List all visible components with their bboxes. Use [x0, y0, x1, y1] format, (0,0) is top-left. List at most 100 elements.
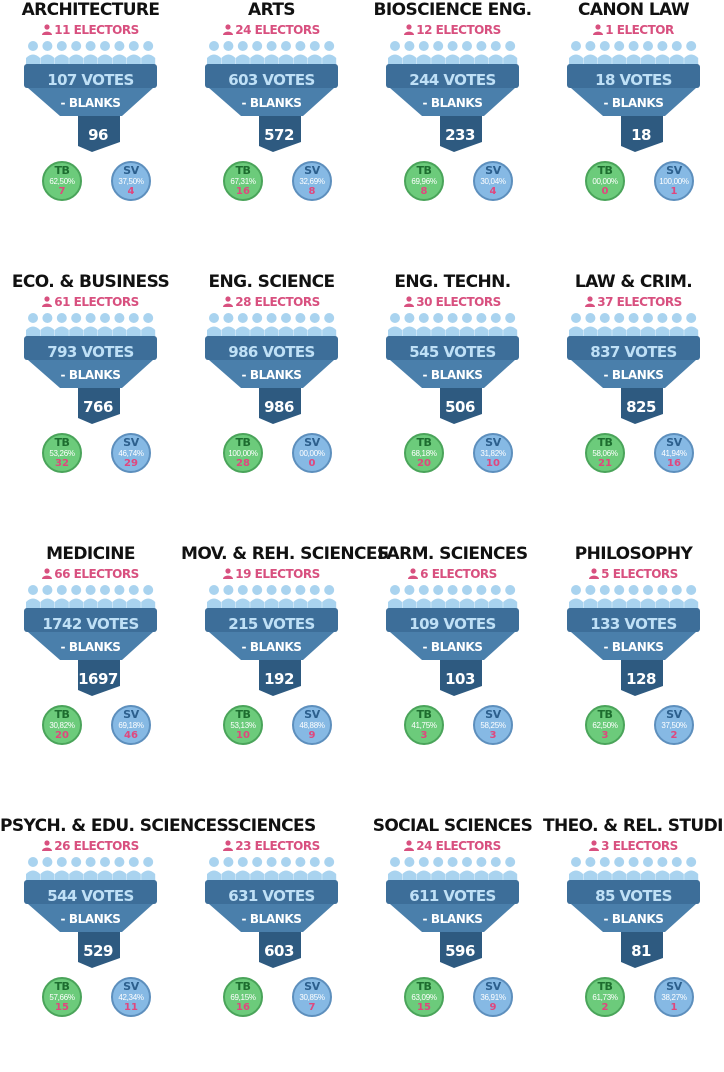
- electors-label: 30 ELECTORS: [416, 295, 501, 309]
- sv-percentage: 69,18%: [118, 721, 144, 730]
- electors-count: 24 ELECTORS: [362, 839, 543, 853]
- valid-votes: 572: [264, 126, 294, 144]
- faculty-card: LAW & CRIM. 37 ELECTORS 837 VOTES - BLAN…: [543, 272, 724, 528]
- funnel-shape: [24, 608, 157, 696]
- sv-result-bubble: SV 37,50% 4: [111, 161, 151, 201]
- valid-votes: 596: [445, 942, 475, 960]
- person-icon: [404, 296, 415, 307]
- sv-seats: 10: [486, 458, 500, 469]
- person-icon: [42, 24, 53, 35]
- electors-label: 66 ELECTORS: [54, 567, 139, 581]
- person-icon: [408, 568, 419, 579]
- votes-total: 603 VOTES: [228, 71, 315, 89]
- faculty-card: THEO. & REL. STUDIES 3 ELECTORS 85 VOTES…: [543, 816, 724, 1072]
- sv-seats: 7: [308, 1002, 316, 1013]
- sv-percentage: 32,69%: [299, 177, 325, 186]
- sv-result-bubble: SV 00,00% 0: [292, 433, 332, 473]
- blanks-label: - BLANKS: [60, 912, 121, 926]
- electors-label: 5 ELECTORS: [601, 567, 678, 581]
- tb-percentage: 00,00%: [592, 177, 618, 186]
- tb-seats: 16: [236, 186, 250, 197]
- sv-seats: 4: [489, 186, 497, 197]
- electors-count: 61 ELECTORS: [0, 295, 181, 309]
- blanks-label: - BLANKS: [422, 368, 483, 382]
- electors-label: 6 ELECTORS: [420, 567, 497, 581]
- valid-votes: 18: [631, 126, 651, 144]
- valid-votes: 766: [83, 398, 113, 416]
- faculty-title: BIOSCIENCE ENG.: [373, 0, 532, 20]
- faculty-card: BIOSCIENCE ENG. 12 ELECTORS 244 VOTES - …: [362, 0, 543, 256]
- sv-label: SV: [485, 708, 501, 721]
- votes-total: 837 VOTES: [590, 343, 677, 361]
- tb-result-bubble: TB 67,31% 16: [223, 161, 263, 201]
- sv-percentage: 42,34%: [118, 993, 144, 1002]
- sv-result-bubble: SV 69,18% 46: [111, 705, 151, 745]
- votes-total: 986 VOTES: [228, 343, 315, 361]
- funnel-shape: [567, 608, 700, 696]
- electors-count: 37 ELECTORS: [543, 295, 724, 309]
- crowd-icon: [388, 41, 518, 70]
- faculty-card: ENG. TECHN. 30 ELECTORS 545 VOTES - BLAN…: [362, 272, 543, 528]
- faculty-election-grid: ARCHITECTURE 11 ELECTORS 107 VOTES - BLA…: [0, 0, 724, 1017]
- tb-percentage: 69,15%: [230, 993, 256, 1002]
- funnel-shape: [567, 64, 700, 152]
- votes-total: 215 VOTES: [228, 615, 315, 633]
- funnel-shape: [205, 880, 338, 968]
- electors-count: 11 ELECTORS: [0, 23, 181, 37]
- sv-percentage: 37,50%: [661, 721, 687, 730]
- sv-percentage: 37,50%: [118, 177, 144, 186]
- person-icon: [404, 840, 415, 851]
- votes-total: 544 VOTES: [47, 887, 134, 905]
- tb-percentage: 62,50%: [592, 721, 618, 730]
- valid-votes: 825: [626, 398, 656, 416]
- votes-total: 107 VOTES: [47, 71, 134, 89]
- sv-seats: 29: [124, 458, 138, 469]
- person-icon: [223, 24, 234, 35]
- sv-percentage: 30,85%: [299, 993, 325, 1002]
- blanks-label: - BLANKS: [603, 912, 664, 926]
- tb-percentage: 58,06%: [592, 449, 618, 458]
- tb-seats: 15: [55, 1002, 69, 1013]
- funnel-shape: [205, 336, 338, 424]
- electors-count: 23 ELECTORS: [181, 839, 362, 853]
- electors-count: 28 ELECTORS: [181, 295, 362, 309]
- blanks-label: - BLANKS: [60, 96, 121, 110]
- sv-percentage: 41,94%: [661, 449, 687, 458]
- tb-result-bubble: TB 58,06% 21: [585, 433, 625, 473]
- tb-percentage: 68,18%: [411, 449, 437, 458]
- tb-label: TB: [54, 980, 70, 993]
- sv-result-bubble: SV 42,34% 11: [111, 977, 151, 1017]
- person-icon: [589, 568, 600, 579]
- sv-seats: 11: [124, 1002, 138, 1013]
- electors-label: 24 ELECTORS: [416, 839, 501, 853]
- tb-result-bubble: TB 69,15% 16: [223, 977, 263, 1017]
- faculty-title: SOCIAL SCIENCES: [372, 816, 533, 836]
- tb-label: TB: [235, 164, 251, 177]
- electors-label: 11 ELECTORS: [54, 23, 139, 37]
- tb-seats: 7: [58, 186, 66, 197]
- tb-percentage: 69,96%: [411, 177, 437, 186]
- funnel-shape: [24, 64, 157, 152]
- sv-label: SV: [304, 164, 320, 177]
- sv-label: SV: [485, 980, 501, 993]
- sv-percentage: 38,27%: [661, 993, 687, 1002]
- tb-result-bubble: TB 61,73% 2: [585, 977, 625, 1017]
- blanks-label: - BLANKS: [603, 96, 664, 110]
- faculty-title: LAW & CRIM.: [574, 272, 693, 292]
- votes-total: 1742 VOTES: [42, 615, 139, 633]
- tb-seats: 3: [601, 730, 609, 741]
- sv-label: SV: [666, 436, 682, 449]
- blanks-label: - BLANKS: [241, 96, 302, 110]
- sv-label: SV: [123, 980, 139, 993]
- valid-votes: 1697: [78, 670, 118, 688]
- tb-result-bubble: TB 53,13% 10: [223, 705, 263, 745]
- sv-label: SV: [304, 708, 320, 721]
- electors-label: 61 ELECTORS: [54, 295, 139, 309]
- tb-result-bubble: TB 53,26% 32: [42, 433, 82, 473]
- electors-count: 26 ELECTORS: [0, 839, 181, 853]
- tb-seats: 2: [601, 1002, 609, 1013]
- funnel-shape: [567, 336, 700, 424]
- tb-result-bubble: TB 68,18% 20: [404, 433, 444, 473]
- electors-label: 1 ELECTOR: [605, 23, 674, 37]
- electors-label: 37 ELECTORS: [597, 295, 682, 309]
